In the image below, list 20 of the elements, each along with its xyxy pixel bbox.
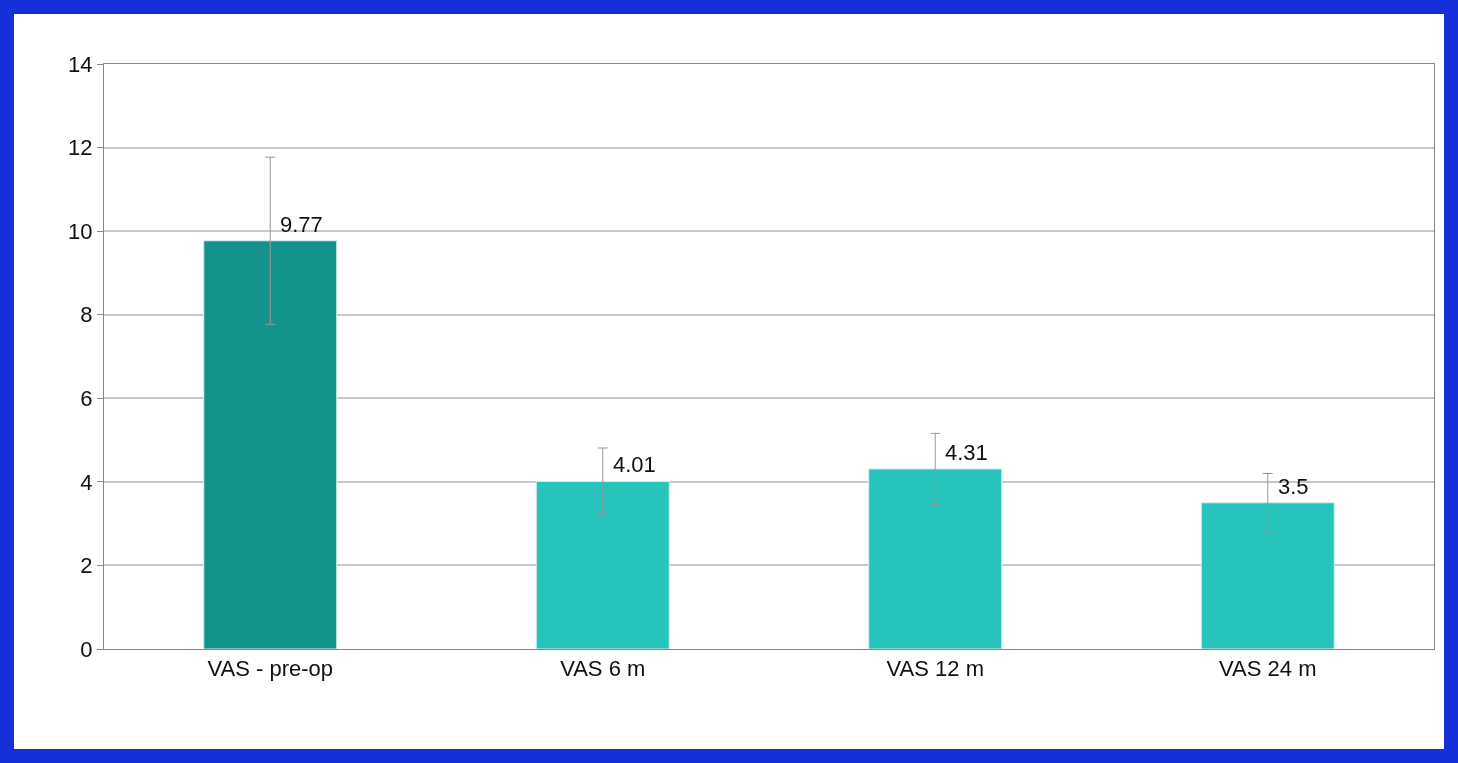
y-tick-label: 6 bbox=[80, 385, 93, 411]
y-tick-label: 0 bbox=[80, 636, 93, 662]
data-label: 9.77 bbox=[280, 212, 323, 237]
y-tick-label: 4 bbox=[80, 469, 93, 495]
data-label: 4.01 bbox=[613, 452, 656, 477]
data-label: 3.5 bbox=[1278, 474, 1309, 499]
bar bbox=[535, 480, 670, 649]
y-tick-label: 2 bbox=[80, 553, 93, 579]
x-tick-label: VAS 24 m bbox=[1219, 656, 1317, 682]
bar bbox=[868, 468, 1003, 649]
bar bbox=[1200, 502, 1335, 649]
y-tick-label: 8 bbox=[80, 302, 93, 328]
x-tick-label: VAS 6 m bbox=[560, 656, 646, 682]
x-tick-label: VAS 12 m bbox=[886, 656, 984, 682]
data-label: 4.31 bbox=[945, 440, 988, 465]
x-tick-label: VAS - pre-op bbox=[207, 656, 334, 682]
y-tick-label: 12 bbox=[68, 135, 93, 161]
y-tick-label: 10 bbox=[68, 218, 93, 244]
y-tick-label: 14 bbox=[68, 51, 93, 77]
bar bbox=[203, 240, 338, 649]
